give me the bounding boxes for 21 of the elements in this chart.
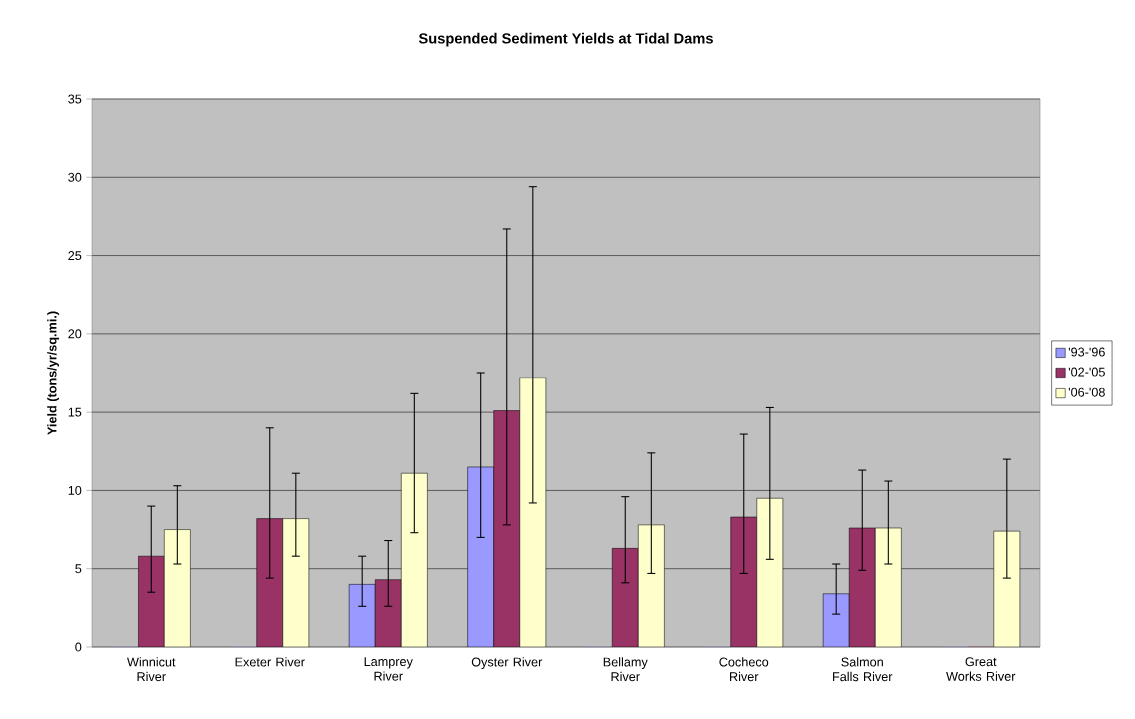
- y-tick-label: 15: [68, 407, 82, 417]
- chart-title: Suspended Sediment Yields at Tidal Dams: [418, 32, 713, 47]
- x-tick-label: Lamprey River: [364, 657, 413, 681]
- legend-label: '93-'96: [1068, 347, 1105, 357]
- x-tick-label: Great Works River: [946, 657, 1016, 681]
- legend-label: '06-'08: [1068, 387, 1105, 397]
- y-tick-label: 0: [75, 642, 82, 652]
- y-tick-label: 20: [68, 329, 82, 339]
- y-tick-label: 10: [68, 485, 82, 495]
- x-tick-label: Bellamy River: [603, 657, 648, 682]
- x-tick-label: Exeter River: [235, 657, 305, 667]
- y-tick-label: 35: [68, 94, 82, 104]
- legend-label: '02-'05: [1068, 367, 1105, 377]
- y-axis-title: Yield (tons/yr/sq.mi.): [47, 311, 60, 435]
- x-tick-label: Winnicut River: [127, 657, 176, 682]
- y-tick-label: 30: [68, 172, 82, 182]
- x-tick-label: Salmon Falls River: [833, 657, 893, 682]
- y-tick-label: 5: [75, 564, 82, 574]
- x-tick-label: Cocheco River: [719, 657, 769, 682]
- y-tick-label: 25: [68, 251, 82, 261]
- x-tick-label: Oyster River: [471, 657, 543, 669]
